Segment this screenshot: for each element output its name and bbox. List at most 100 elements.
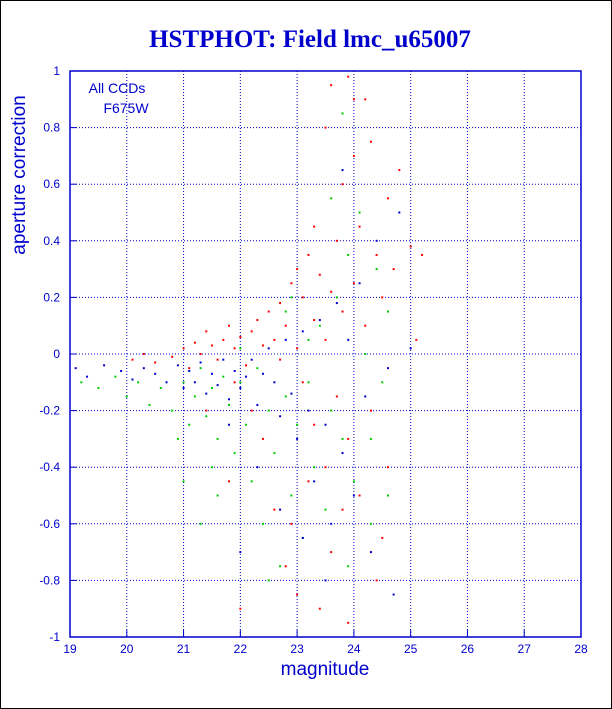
data-point [250,409,253,412]
x-tick-label: 19 [63,642,77,656]
data-point [341,437,344,440]
data-point [188,367,191,370]
data-point [262,437,265,440]
data-point [335,395,338,398]
data-point [369,437,372,440]
data-point [381,296,384,299]
x-tick-label: 28 [574,642,588,656]
y-tick-label: 0.4 [43,234,60,248]
data-point [227,324,230,327]
data-point [307,480,310,483]
y-tick-label: -0.4 [39,460,60,474]
data-point [324,126,327,129]
y-tick-label: -0.6 [39,517,60,531]
data-point [182,381,185,384]
data-point [199,367,202,370]
data-point [284,338,287,341]
data-point [324,423,327,426]
data-point [352,480,355,483]
data-point [290,522,293,525]
data-point [131,358,134,361]
data-point [245,364,248,367]
data-point [301,296,304,299]
data-point [188,369,191,372]
data-point [176,437,179,440]
y-tick-label: 0.2 [43,290,60,304]
data-point [216,437,219,440]
data-point [386,310,389,313]
data-point [137,381,140,384]
data-point [381,536,384,539]
data-point [335,296,338,299]
data-point [154,372,157,375]
data-point [318,324,321,327]
data-point [210,344,213,347]
data-point [256,319,259,322]
data-point [245,423,248,426]
data-point [267,347,270,350]
data-point [369,409,372,412]
annotation-all-ccds: All CCDs [89,80,146,96]
data-point [210,372,213,375]
data-point [262,344,265,347]
data-point [324,508,327,511]
y-axis-label: aperture correction [9,95,30,254]
data-point [216,384,219,387]
data-point [375,579,378,582]
data-point [296,593,299,596]
data-point [279,415,282,418]
data-point [273,338,276,341]
data-point [239,551,242,554]
data-point [398,211,401,214]
data-point [86,375,89,378]
data-point [103,364,106,367]
y-tick-label: 0 [53,347,60,361]
data-point [273,508,276,511]
data-point [250,330,253,333]
data-point [80,381,83,384]
data-point [318,319,321,322]
data-point [386,197,389,200]
data-point [364,324,367,327]
data-point [193,395,196,398]
data-point [330,197,333,200]
data-point [409,347,412,350]
data-point [284,565,287,568]
data-point [307,409,310,412]
data-point [114,375,117,378]
data-point [267,409,270,412]
y-tick-label: 0.6 [43,177,60,191]
x-tick-label: 25 [404,642,418,656]
data-point [205,415,208,418]
data-point [341,310,344,313]
data-point [313,423,316,426]
x-tick-label: 20 [120,642,134,656]
data-point [318,273,321,276]
data-point [199,353,202,355]
y-tick-label: 0.8 [43,121,60,135]
data-point [335,239,338,242]
data-point [409,245,412,248]
grid [70,71,581,637]
data-point [290,282,293,285]
data-point [222,338,225,341]
data-point [74,367,77,370]
data-point [347,253,350,256]
data-point [341,112,344,115]
data-point [358,211,361,214]
data-point [313,225,316,228]
data-point [233,369,236,372]
data-point [352,282,355,285]
data-point [279,508,282,511]
data-point [381,381,384,384]
data-point [239,386,242,389]
data-point [313,466,316,469]
data-point [341,452,344,455]
x-tick-label: 23 [290,642,304,656]
data-point [369,522,372,525]
data-point [358,225,361,228]
data-point [301,330,304,333]
data-point [284,395,287,398]
data-point [142,353,145,355]
data-point [239,336,242,339]
